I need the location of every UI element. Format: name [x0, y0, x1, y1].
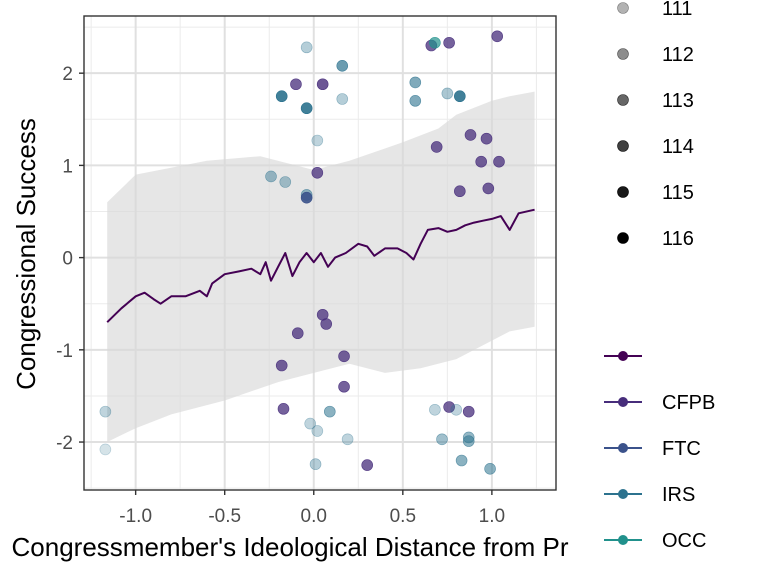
data-point [454, 185, 466, 198]
data-point [361, 459, 374, 471]
legend-label-congress: 114 [662, 136, 694, 158]
data-point [279, 176, 292, 188]
data-point [277, 403, 290, 415]
legend-key-point [618, 443, 628, 453]
data-point [316, 78, 329, 91]
legend-label-congress: 113 [662, 90, 694, 112]
data-point [491, 30, 504, 43]
data-point [482, 182, 495, 195]
confidence-band-layer [107, 91, 535, 442]
data-point [300, 41, 313, 54]
legend-label-congress: 115 [662, 182, 694, 204]
y-tick-label: 2 [62, 64, 73, 85]
data-point [291, 327, 304, 340]
data-point [323, 405, 336, 418]
data-point [454, 90, 466, 103]
data-point [336, 59, 349, 72]
data-point [436, 433, 448, 446]
data-point [341, 433, 354, 446]
fit-line-layer [106, 208, 535, 323]
y-tick-label: 1 [62, 156, 73, 177]
data-point [480, 132, 493, 145]
x-tick-label: 1.0 [479, 506, 505, 527]
data-point [290, 78, 302, 91]
legend-label-congress: 111 [662, 0, 692, 20]
data-point [462, 435, 475, 447]
x-tick-label: 0.0 [301, 506, 327, 527]
legend-key-congress [617, 48, 629, 60]
y-axis-label: Congressional Success [11, 118, 41, 390]
data-point [338, 380, 350, 393]
data-point [430, 141, 443, 153]
data-point [338, 350, 350, 363]
data-point [275, 90, 288, 103]
legend-label-agency: IRS [662, 484, 695, 506]
legend-agency: CFPB FTC IRS OCC [604, 351, 715, 552]
axes-layer: -1.0 -0.5 0.0 0.5 1.0 -2 -1 0 1 2 [56, 15, 557, 527]
legend-key-congress [617, 94, 629, 106]
legend-label-agency: CFPB [662, 392, 715, 414]
legend-key-congress [617, 140, 629, 152]
data-point [409, 76, 422, 89]
y-tick-label: 0 [62, 249, 73, 270]
data-point [265, 170, 277, 183]
data-point [443, 401, 455, 413]
panel-border [83, 15, 557, 491]
legend-key-point [618, 397, 628, 407]
legend-key-point [618, 351, 628, 361]
x-tick-label: -1.0 [119, 506, 152, 527]
legend-key-congress [617, 2, 629, 14]
confidence-band [107, 91, 535, 442]
legend-congress: 111 112 113 114 115 116 [617, 0, 694, 250]
data-point [311, 134, 324, 147]
legend-key-point [618, 535, 628, 545]
data-point [475, 155, 487, 168]
data-point [450, 403, 463, 416]
data-point [99, 405, 112, 418]
legend-key-congress [617, 232, 629, 244]
data-point [309, 458, 322, 470]
data-point [464, 129, 477, 141]
x-axis-label: Congressmember's Ideological Distance fr… [12, 532, 569, 562]
legend-label-agency: OCC [662, 530, 706, 552]
data-point [300, 191, 313, 204]
data-point [455, 454, 468, 467]
data-point [429, 36, 441, 49]
legend-key-point [618, 489, 628, 499]
x-tick-label: -0.5 [208, 506, 241, 527]
legend-key-congress [617, 186, 629, 198]
y-tick-label: -1 [56, 341, 73, 362]
data-point [311, 166, 324, 179]
data-point [275, 359, 288, 372]
fit-line [106, 208, 535, 323]
data-point [320, 318, 333, 330]
data-point [300, 102, 313, 115]
x-tick-label: 0.5 [390, 506, 416, 527]
data-point [441, 87, 454, 100]
data-point [311, 425, 324, 437]
data-point [304, 417, 317, 430]
y-tick-label: -2 [56, 433, 73, 454]
legend-label-congress: 116 [662, 228, 694, 250]
legend-label-congress: 112 [662, 44, 694, 66]
data-point [429, 403, 441, 416]
data-point [443, 36, 455, 49]
data-point [99, 443, 112, 456]
data-point [462, 405, 475, 418]
data-point [409, 95, 422, 107]
data-point [484, 462, 496, 475]
data-point [336, 93, 349, 105]
data-point [493, 155, 505, 168]
points-layer [99, 30, 505, 475]
legend-label-agency: FTC [662, 438, 701, 460]
